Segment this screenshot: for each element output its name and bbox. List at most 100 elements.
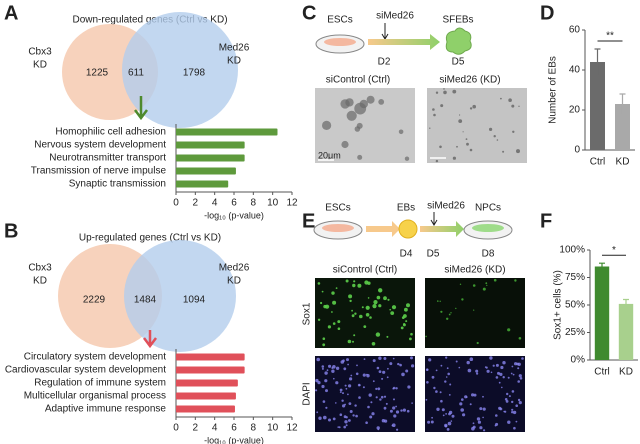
cell: [315, 389, 318, 392]
cell: [461, 298, 464, 301]
cell: [370, 401, 373, 404]
cell: [482, 407, 486, 411]
cell: [363, 358, 366, 360]
cell: [387, 367, 389, 370]
y-tick-label: Nervous system development: [34, 140, 166, 151]
cell: [352, 414, 355, 417]
cell: [405, 369, 409, 373]
cell: [435, 390, 438, 393]
panel-letter: D: [540, 2, 554, 24]
day-label: D8: [482, 249, 495, 260]
cell: [510, 372, 513, 375]
day-label: D5: [452, 57, 465, 68]
cell: [425, 368, 429, 372]
significance-label: **: [606, 31, 614, 42]
cell: [472, 104, 477, 109]
cell: [486, 369, 490, 373]
cell: [502, 376, 505, 379]
y-tick-label: Adaptive immune response: [45, 404, 167, 415]
cell: [435, 369, 438, 372]
cell: [448, 313, 451, 316]
row-label: DAPI: [302, 382, 313, 405]
error-bar: [619, 93, 626, 114]
cell: [425, 335, 427, 338]
cell: [356, 364, 358, 367]
cell: [317, 318, 321, 321]
cell: [398, 129, 404, 135]
cell: [493, 135, 496, 138]
cell: [447, 372, 451, 376]
cell: [323, 415, 327, 420]
cell: [444, 380, 447, 383]
cell: [439, 145, 442, 149]
cell: [482, 395, 484, 398]
cell: [348, 402, 352, 405]
cell: [367, 297, 370, 299]
cell: [365, 305, 370, 310]
cell: [479, 426, 483, 430]
cell: [339, 413, 343, 417]
cell: [367, 281, 371, 285]
day-label: D2: [378, 57, 391, 68]
cell: [361, 306, 364, 309]
cell: [331, 291, 335, 295]
cell: [395, 387, 398, 390]
micrograph: [315, 356, 415, 432]
cell: [401, 372, 405, 377]
cell: [458, 366, 461, 369]
cell: [395, 405, 397, 408]
cell: [333, 377, 335, 380]
x-tick-label: Ctrl: [594, 367, 610, 378]
venn-label: KD: [227, 56, 241, 67]
error-bar: [599, 262, 605, 270]
cell: [317, 282, 321, 285]
cell: [472, 425, 476, 429]
cell: [450, 420, 453, 422]
cell: [503, 410, 505, 413]
cell: [344, 403, 346, 406]
y-tick-label: Neurotransmitter transport: [49, 153, 166, 164]
micrograph: [427, 88, 527, 163]
cell: [328, 418, 331, 422]
cell: [386, 335, 389, 338]
cell: [348, 419, 351, 422]
bar: [615, 104, 630, 150]
cell: [433, 113, 436, 117]
cell: [495, 376, 499, 379]
step-label: SFEBs: [442, 15, 473, 26]
cell: [385, 402, 388, 405]
venn-label: Med26: [219, 263, 250, 274]
cell: [371, 342, 376, 346]
cell: [372, 304, 377, 309]
cell: [431, 416, 433, 419]
cell: [365, 313, 370, 317]
x-tick-label: 8: [251, 423, 257, 434]
panel-letter: C: [302, 2, 316, 24]
cell: [387, 298, 390, 301]
y-tick-label: Circulatory system development: [24, 352, 166, 363]
cell: [460, 408, 465, 412]
cell: [508, 395, 511, 398]
cell: [428, 358, 432, 362]
cell: [467, 368, 472, 373]
cell: [346, 110, 357, 121]
cell: [411, 364, 415, 368]
cell: [507, 376, 510, 379]
cell: [353, 334, 356, 337]
cell: [427, 420, 431, 424]
cell: [352, 340, 354, 343]
cell: [396, 428, 399, 431]
cell: [401, 316, 405, 319]
cell: [479, 407, 483, 411]
cell: [518, 337, 522, 340]
cell: [377, 387, 381, 391]
cell: [327, 325, 331, 329]
y-tick-label: 75%: [565, 272, 585, 283]
cell: [459, 283, 462, 285]
cell: [513, 426, 516, 430]
step-label: ESCs: [325, 203, 351, 214]
cell: [431, 375, 435, 379]
y-tick-label: 25%: [565, 327, 585, 338]
cell: [383, 296, 387, 301]
cell: [379, 398, 382, 401]
